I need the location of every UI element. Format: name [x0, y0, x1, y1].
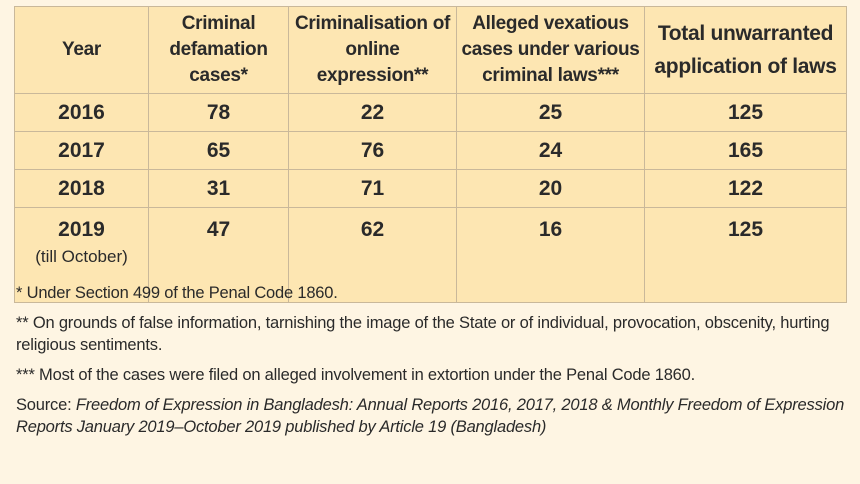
footnote-3: *** Most of the cases were filed on alle…: [16, 366, 696, 384]
source-note: Source: Freedom of Expression in Banglad…: [16, 394, 846, 438]
cell-defamation: 65: [148, 131, 289, 170]
cell-vexatious: 16: [456, 207, 645, 303]
table-row: 2019 (till October) 47 62 16 125: [14, 207, 847, 303]
cell-vexatious: 25: [456, 93, 645, 132]
cell-online: 76: [288, 131, 457, 170]
cell-defamation: 31: [148, 169, 289, 208]
cell-year-value: 2019: [58, 218, 105, 241]
cell-online: 71: [288, 169, 457, 208]
cell-online: 22: [288, 93, 457, 132]
table-row: 2016 78 22 25 125: [14, 93, 847, 132]
header-vexatious-cases: Alleged vexatious cases under various cr…: [456, 6, 645, 94]
footnote-2: ** On grounds of false information, tarn…: [16, 314, 830, 354]
cell-vexatious: 20: [456, 169, 645, 208]
cell-year: 2019 (till October): [14, 207, 149, 303]
source-label: Source:: [16, 396, 72, 414]
table-header-row: Year Criminal defamation cases* Criminal…: [14, 6, 847, 94]
cell-year-note: (till October): [35, 247, 128, 266]
footnote-1: * Under Section 499 of the Penal Code 18…: [16, 284, 338, 302]
cases-table-container: Year Criminal defamation cases* Criminal…: [14, 6, 847, 303]
footnotes: * Under Section 499 of the Penal Code 18…: [16, 282, 846, 438]
cell-total: 122: [644, 169, 847, 208]
table-row: 2018 31 71 20 122: [14, 169, 847, 208]
cell-total: 125: [644, 207, 847, 303]
header-year: Year: [14, 6, 149, 94]
cell-online: 62: [288, 207, 457, 303]
cell-defamation: 47: [148, 207, 289, 303]
table-row: 2017 65 76 24 165: [14, 131, 847, 170]
cell-vexatious: 24: [456, 131, 645, 170]
cell-total: 125: [644, 93, 847, 132]
cell-defamation: 78: [148, 93, 289, 132]
cell-total: 165: [644, 131, 847, 170]
header-online-expression: Criminalisation of online expression**: [288, 6, 457, 94]
cases-table: Year Criminal defamation cases* Criminal…: [14, 6, 847, 303]
cell-year: 2017: [14, 131, 149, 170]
cell-year: 2018: [14, 169, 149, 208]
header-criminal-defamation: Criminal defamation cases*: [148, 6, 289, 94]
cell-year: 2016: [14, 93, 149, 132]
source-text: Freedom of Expression in Bangladesh: Ann…: [16, 396, 845, 436]
header-total: Total unwarranted application of laws: [644, 6, 847, 94]
